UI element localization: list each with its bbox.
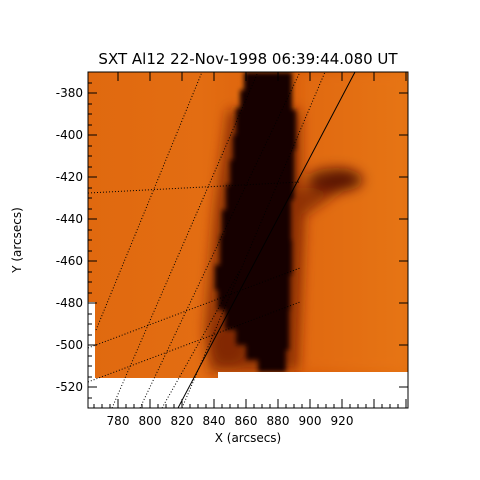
y-tick-label: -380 xyxy=(56,86,83,100)
y-axis-title: Y (arcsecs) xyxy=(10,207,24,274)
coordinate-grid xyxy=(88,72,356,408)
dark-column xyxy=(215,72,296,372)
no-data-left xyxy=(88,302,95,408)
x-tick-label: 840 xyxy=(203,414,226,428)
sxt-image xyxy=(88,72,408,408)
x-tick-label: 780 xyxy=(107,414,130,428)
y-tick-label: -420 xyxy=(56,170,83,184)
x-axis-title: X (arcsecs) xyxy=(215,431,282,445)
x-tick-label: 900 xyxy=(299,414,322,428)
y-tick-label: -440 xyxy=(56,212,83,226)
x-tick-label: 920 xyxy=(331,414,354,428)
y-tick-label: -460 xyxy=(56,254,83,268)
no-data-bottom xyxy=(88,378,408,408)
y-tick-label: -480 xyxy=(56,296,83,310)
tick-marks xyxy=(88,72,408,408)
y-tick-label: -400 xyxy=(56,128,83,142)
y-tick-labels: -380 -400 -420 -440 -460 -480 -500 -520 xyxy=(56,86,83,394)
x-tick-label: 800 xyxy=(139,414,162,428)
y-tick-label: -520 xyxy=(56,380,83,394)
y-tick-label: -500 xyxy=(56,338,83,352)
figure-title: SXT Al12 22-Nov-1998 06:39:44.080 UT xyxy=(98,50,398,68)
x-tick-label: 820 xyxy=(171,414,194,428)
x-tick-label: 860 xyxy=(235,414,258,428)
solar-limb-line xyxy=(177,72,356,408)
x-tick-labels: 780 800 820 840 860 880 900 920 xyxy=(107,414,354,428)
x-tick-label: 880 xyxy=(267,414,290,428)
